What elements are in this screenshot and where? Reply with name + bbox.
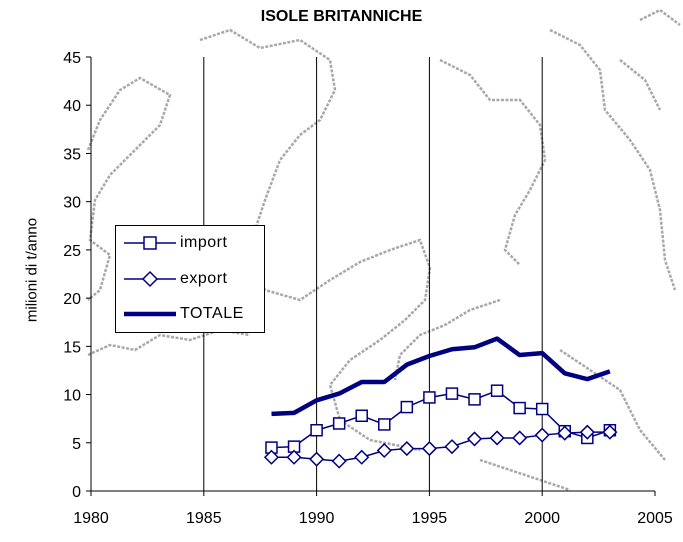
legend-item-import: import [116, 231, 264, 255]
point-import [310, 423, 323, 437]
point-import [332, 417, 346, 430]
y-tick-label: 0 [72, 484, 81, 501]
x-tick-label: 1985 [186, 510, 222, 527]
point-export [489, 430, 505, 446]
y-tick-label: 45 [63, 50, 81, 67]
x-tick-label: 1995 [412, 510, 448, 527]
point-export [309, 451, 325, 467]
point-import [423, 391, 436, 404]
map-coastline-7 [559, 348, 666, 461]
point-export [263, 449, 280, 465]
point-import [445, 387, 459, 400]
legend-item-export: export [116, 267, 264, 291]
point-export [602, 424, 618, 440]
y-tick-label: 5 [72, 436, 81, 453]
y-tick-label: 35 [63, 146, 81, 163]
series-line-totale [271, 336, 611, 417]
y-tick-label: 20 [63, 291, 81, 308]
legend-label-export: export [180, 270, 228, 287]
point-import [468, 393, 481, 406]
point-import [490, 384, 504, 397]
x-tick-labels: 1980 1985 1990 1995 2000 2005 [73, 491, 673, 527]
point-export [557, 425, 573, 441]
map-coastline-5 [619, 59, 662, 111]
y-tick-label: 10 [63, 388, 81, 405]
map-coastline-4 [549, 28, 677, 291]
point-export [286, 449, 302, 465]
y-tick-labels: 0 5 10 15 20 25 30 35 40 45 [63, 50, 91, 501]
map-coastline-1 [86, 76, 172, 301]
map-coastline-2 [87, 328, 251, 357]
grid-lines [203, 57, 543, 491]
y-tick-label: 25 [63, 243, 81, 260]
legend-totale-swatch-icon [124, 311, 176, 317]
chart-title: ISOLE BRITANNICHE [260, 8, 423, 25]
point-export [444, 439, 460, 455]
point-export [331, 453, 347, 469]
data-series [263, 336, 618, 469]
map-coastline-3 [439, 58, 547, 266]
series-line-export [271, 431, 610, 462]
x-tick-label: 1980 [73, 510, 109, 527]
point-import [355, 409, 368, 423]
y-tick-label: 15 [63, 339, 81, 356]
legend: import export TOTALE [115, 225, 265, 333]
legend-label-import: import [180, 234, 228, 251]
point-import [513, 401, 526, 415]
point-export [579, 424, 595, 440]
point-export [399, 441, 415, 457]
x-tick-label: 1990 [299, 510, 335, 527]
point-import [378, 418, 391, 431]
legend-import-swatch-icon [124, 236, 176, 250]
point-import [400, 400, 414, 414]
legend-label-totale: TOTALE [180, 305, 244, 322]
y-axis-label: milioni di t/anno [23, 217, 41, 323]
map-coastline-6 [393, 298, 501, 381]
x-tick-label: 2000 [524, 510, 560, 527]
point-export [466, 431, 483, 447]
legend-item-totale: TOTALE [116, 302, 264, 326]
x-tick-label: 2005 [637, 510, 673, 527]
point-export [534, 427, 550, 443]
y-tick-label: 40 [63, 98, 81, 115]
point-export [421, 441, 437, 457]
y-tick-label: 30 [63, 195, 81, 212]
point-export [512, 430, 528, 446]
map-coastline-8 [479, 458, 571, 492]
map-coastline-9 [639, 8, 681, 26]
legend-export-swatch-icon [124, 270, 176, 288]
point-export [354, 449, 370, 465]
series-line-import [271, 389, 611, 449]
map-coastline-0 [199, 28, 432, 452]
axes [90, 57, 655, 492]
point-export [376, 442, 392, 459]
point-import [535, 402, 549, 416]
